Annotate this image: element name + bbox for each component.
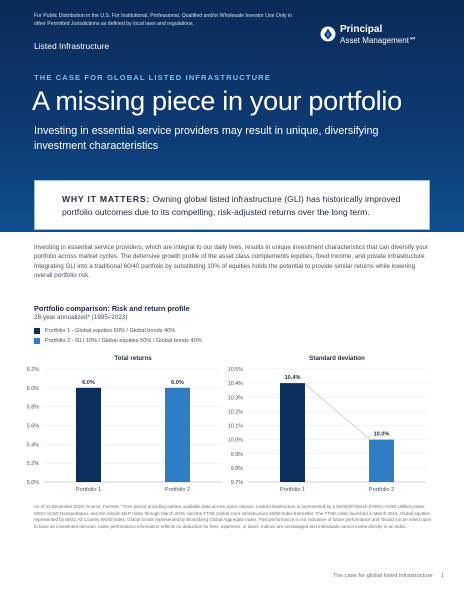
connector-line xyxy=(304,383,370,439)
y-tick-label: 5.8% xyxy=(27,405,39,411)
total-returns-chart: Total returns 5.0% 5.2% 5.4% 5.6% 5.8% 6.0% 6.2… xyxy=(22,352,232,496)
y-tick-label: 10.2% xyxy=(228,409,243,415)
x-tick-label: Portfolio 1 xyxy=(280,487,305,493)
y-tick-label: 5.4% xyxy=(27,442,39,448)
y-tick-label: 9.7% xyxy=(231,480,243,486)
data-label: 10.0% xyxy=(374,432,390,438)
bar xyxy=(76,387,101,482)
data-label: 6.0% xyxy=(171,380,184,386)
page-number: 1 xyxy=(440,573,444,579)
callout-lead: WHY IT MATTERS: xyxy=(62,194,151,204)
callout-text: WHY IT MATTERS: Owning global listed inf… xyxy=(62,193,412,219)
data-label: 10.4% xyxy=(285,375,301,381)
bar xyxy=(369,439,394,482)
x-tick-label: Portfolio 1 xyxy=(76,487,101,493)
chart-title: Total returns xyxy=(114,355,152,362)
y-tick-label: 5.0% xyxy=(27,480,39,486)
logo-tagline: Asset Management℠ xyxy=(340,36,418,45)
comparison-subtitle: 28-year annualized* (1995–2023) xyxy=(34,314,128,321)
principal-logo: Principal Asset Management℠ xyxy=(320,24,440,50)
comparison-title: Portfolio comparison: Risk and return pr… xyxy=(34,304,190,313)
x-tick-label: Portfolio 2 xyxy=(165,487,190,493)
y-tick-label: 10.4% xyxy=(228,381,243,387)
intro-paragraph: Investing in essential service providers… xyxy=(34,244,429,280)
y-tick-label: 6.0% xyxy=(27,386,39,392)
x-tick-label: Portfolio 2 xyxy=(369,487,394,493)
distribution-disclaimer: For Public Distribution in the U.S. For … xyxy=(34,13,293,27)
legend-label: Portfolio 1 - Global equities 60% / Glob… xyxy=(45,328,176,334)
bar xyxy=(280,383,305,482)
y-tick-label: 5.2% xyxy=(27,461,39,467)
y-tick-label: 9.8% xyxy=(231,466,243,472)
y-tick-label: 6.2% xyxy=(27,367,39,373)
page-subtitle: Investing in essential service providers… xyxy=(34,125,379,152)
y-tick-label: 10.3% xyxy=(228,395,243,401)
logo-name: Principal xyxy=(340,24,383,35)
page-footer: The case for global listed infrastructur… xyxy=(333,573,444,579)
chart-legend: Portfolio 1 - Global equities 60% / Glob… xyxy=(34,326,202,346)
chart-title: Standard deviation xyxy=(309,355,365,362)
data-label: 6.0% xyxy=(82,380,95,386)
y-tick-label: 5.6% xyxy=(27,424,39,430)
y-tick-label: 10.0% xyxy=(228,438,243,444)
section-label: Listed Infrastructure xyxy=(34,41,110,51)
legend-swatch xyxy=(34,338,40,344)
footnote: As of 31 December 2023. Source: FactSet.… xyxy=(34,504,432,529)
legend-item: Portfolio 2 - GLI 10% / Global equities … xyxy=(34,336,202,346)
standard-deviation-svg: Standard deviation 9.7% 9.8% 9.9% 10.0% 10.1%… xyxy=(228,355,426,493)
kicker: THE CASE FOR GLOBAL LISTED INFRASTRUCTUR… xyxy=(34,73,271,82)
legend-label: Portfolio 2 - GLI 10% / Global equities … xyxy=(45,338,202,344)
why-it-matters-callout: WHY IT MATTERS: Owning global listed inf… xyxy=(34,180,430,230)
y-tick-label: 10.5% xyxy=(228,367,243,373)
page-title: A missing piece in your portfolio xyxy=(32,86,402,116)
bar xyxy=(165,387,190,482)
y-tick-label: 9.9% xyxy=(231,452,243,458)
standard-deviation-chart: Standard deviation 9.7% 9.8% 9.9% 10.0% 10.1%… xyxy=(226,352,436,496)
callout-body: Owning global listed infrastructure (GLI… xyxy=(62,194,401,217)
y-tick-label: 10.1% xyxy=(228,424,243,430)
legend-swatch xyxy=(34,328,40,334)
principal-logo-icon xyxy=(320,26,336,42)
total-returns-svg: Total returns 5.0% 5.2% 5.4% 5.6% 5.8% 6.0% 6.2… xyxy=(27,355,222,493)
legend-item: Portfolio 1 - Global equities 60% / Glob… xyxy=(34,326,202,336)
footer-text: The case for global listed infrastructur… xyxy=(332,573,433,579)
